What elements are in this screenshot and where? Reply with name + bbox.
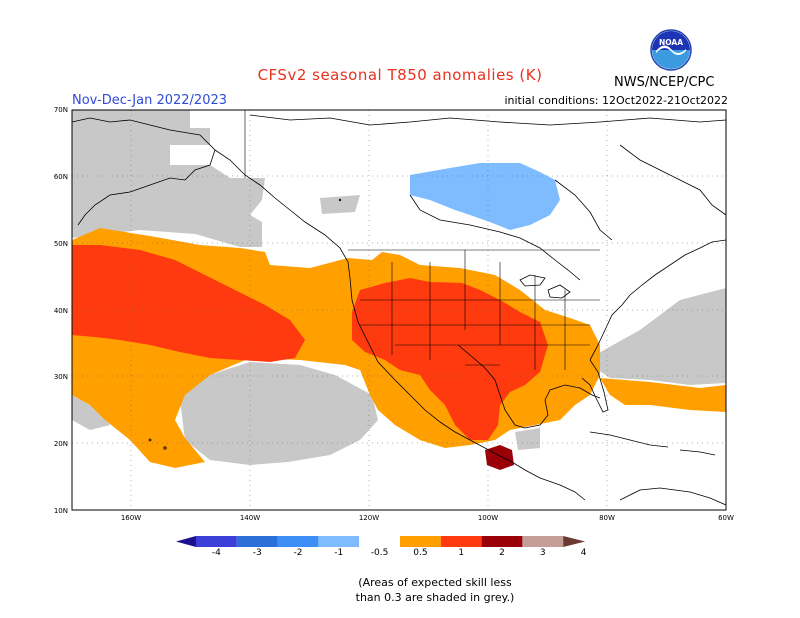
colorbar-label: 0.5 (413, 548, 427, 558)
lon-label: 100W (478, 514, 498, 522)
colorbar-label: 4 (581, 548, 587, 558)
skill-note-line2: than 0.3 are shaded in grey.) (355, 591, 515, 604)
lon-label: 160W (121, 514, 141, 522)
anomaly-blue (410, 163, 560, 230)
lat-label: 20N (54, 440, 68, 448)
forecast-period: Nov-Dec-Jan 2022/2023 (72, 93, 228, 108)
longitude-labels: 160W 140W 120W 100W 80W 60W (121, 514, 734, 522)
colorbar-segment (359, 536, 400, 547)
colorbar-segment (196, 536, 237, 547)
colorbar-label: -1 (334, 548, 343, 558)
lat-label: 40N (54, 307, 68, 315)
colorbar-label: -0.5 (371, 548, 389, 558)
coastlines (71, 114, 727, 506)
colorbar-arrow-right (563, 536, 586, 547)
colorbar-label: 1 (458, 548, 464, 558)
colorbar-label: 3 (540, 548, 546, 558)
colorbar: -4 -3 -2 -1 -0.5 0.5 1 2 3 4 (176, 536, 587, 558)
lat-label: 70N (54, 106, 68, 114)
colorbar-segment (522, 536, 564, 547)
lat-label: 60N (54, 173, 68, 181)
lat-label: 10N (54, 507, 68, 515)
map-frame (71, 109, 727, 511)
initial-conditions: initial conditions: 12Oct2022-21Oct2022 (504, 94, 728, 107)
colorbar-label: 2 (499, 548, 505, 558)
map-title: CFSv2 seasonal T850 anomalies (K) (257, 66, 543, 84)
colorbar-segment (400, 536, 441, 547)
colorbar-segment (236, 536, 278, 547)
lat-label: 50N (54, 240, 68, 248)
colorbar-segment (440, 536, 482, 547)
agency-label: NWS/NCEP/CPC (614, 75, 715, 90)
latitude-labels: 70N 60N 50N 40N 30N 20N 10N (54, 106, 68, 515)
lon-label: 120W (359, 514, 379, 522)
colorbar-label: -3 (253, 548, 262, 558)
graticule (72, 110, 726, 510)
state-borders (244, 110, 600, 370)
noaa-logo: NOAA (650, 29, 692, 71)
colorbar-segment (277, 536, 319, 547)
anomaly-red (72, 245, 548, 440)
lon-label: 140W (240, 514, 260, 522)
skill-note: (Areas of expected skill less than 0.3 a… (0, 575, 800, 605)
colorbar-arrow-left (176, 536, 196, 547)
colorbar-segment (481, 536, 523, 547)
logo-text: NOAA (659, 38, 683, 47)
colorbar-label: -4 (212, 548, 221, 558)
colorbar-label: -2 (294, 548, 303, 558)
anomaly-darkred (485, 445, 514, 470)
lon-label: 60W (718, 514, 734, 522)
skill-note-line1: (Areas of expected skill less (358, 576, 512, 589)
lat-label: 30N (54, 373, 68, 381)
lon-label: 80W (599, 514, 615, 522)
colorbar-segment (318, 536, 360, 547)
